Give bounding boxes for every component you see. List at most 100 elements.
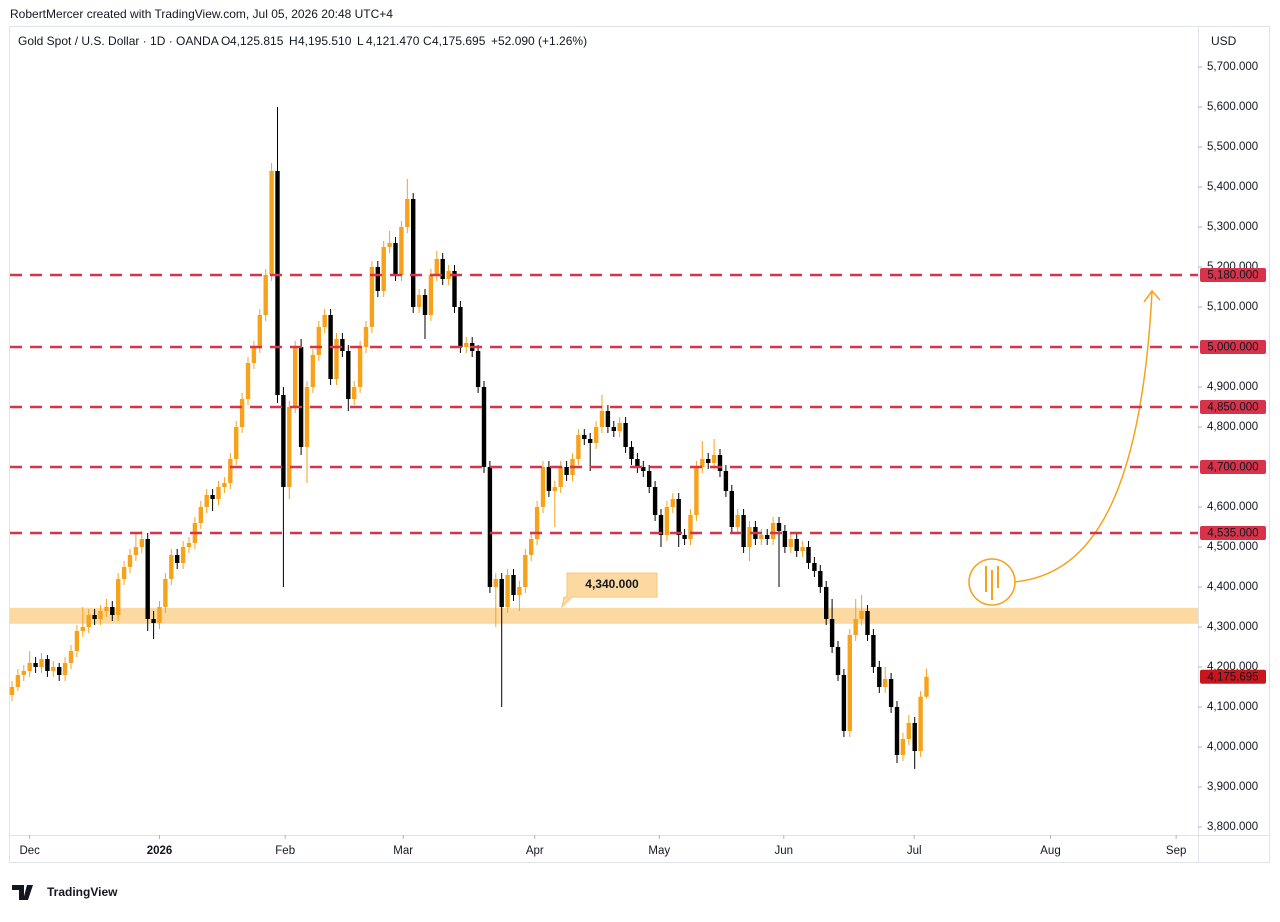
candle-body xyxy=(86,615,91,627)
arrow-head xyxy=(1143,289,1161,303)
plot xyxy=(9,107,1198,769)
candle-body xyxy=(293,347,298,407)
candle-body xyxy=(428,275,434,315)
candle-body xyxy=(104,607,109,611)
candle-body xyxy=(446,271,451,279)
candle-body xyxy=(416,295,422,307)
candle-body xyxy=(782,531,788,547)
candle-body xyxy=(582,435,587,439)
candle-body xyxy=(357,347,363,387)
candle-body xyxy=(647,471,652,487)
candle-body xyxy=(682,535,687,539)
candle-body xyxy=(906,723,911,739)
symbol-title: Gold Spot / U.S. Dollar · 1D · OANDA xyxy=(18,34,219,48)
candle-body xyxy=(912,723,917,751)
candle-body xyxy=(499,579,504,607)
header: RobertMercer created with TradingView.co… xyxy=(10,7,393,21)
candle-body xyxy=(788,539,793,547)
candle-body xyxy=(375,267,380,291)
candle-body xyxy=(169,555,174,579)
legend-key: H xyxy=(289,34,298,48)
candle-body xyxy=(245,363,251,399)
x-tick-label: Dec xyxy=(19,845,40,857)
y-tick-label: 4,900.000 xyxy=(1207,381,1258,393)
candle-body xyxy=(21,671,26,675)
x-tick-label: Apr xyxy=(526,845,544,857)
candle-body xyxy=(824,587,829,619)
candle-body xyxy=(452,271,457,307)
candle-body xyxy=(163,579,168,607)
candle-body xyxy=(346,351,351,399)
candle-body xyxy=(741,515,746,547)
candle-body xyxy=(605,411,611,427)
candle-body xyxy=(505,575,510,607)
candle-body xyxy=(877,667,882,687)
currency: USD xyxy=(1211,34,1237,48)
candle-body xyxy=(440,259,445,279)
candle-body xyxy=(180,547,186,563)
candle-body xyxy=(818,571,823,587)
frame xyxy=(9,26,1270,863)
candle-body xyxy=(841,675,847,731)
y-tick-label: 5,100.000 xyxy=(1207,301,1258,313)
candle-body xyxy=(658,515,664,535)
candle-body xyxy=(847,635,852,731)
last-price-label: 4,175.695 xyxy=(1207,671,1258,683)
candle-body xyxy=(770,523,776,539)
x-tick-label: Mar xyxy=(393,845,413,857)
candle-body xyxy=(759,535,764,539)
projection-arrow xyxy=(1014,291,1153,583)
candle-body xyxy=(411,199,416,307)
candle-body xyxy=(110,607,115,615)
candle-body xyxy=(287,407,292,487)
candle-body xyxy=(871,635,876,667)
zone-label: 4,340.000 xyxy=(585,577,639,591)
candle-body xyxy=(186,543,192,547)
legend-value: 4,195.510 xyxy=(298,34,352,48)
level-label: 5,000.000 xyxy=(1207,342,1258,354)
candle-body xyxy=(894,707,900,755)
candle-body xyxy=(98,611,103,619)
x-tick-label: Jun xyxy=(775,845,794,857)
candle-body xyxy=(316,327,321,355)
y-tick-label: 3,800.000 xyxy=(1207,821,1258,833)
candle-body xyxy=(340,339,345,351)
candle-body xyxy=(700,459,705,467)
x-tick-label: Sep xyxy=(1166,845,1186,857)
candle-body xyxy=(127,555,133,567)
candle-body xyxy=(405,199,410,227)
candle-body xyxy=(352,387,357,399)
candle-body xyxy=(334,339,339,379)
candle-body xyxy=(747,527,752,547)
candle-body xyxy=(381,247,386,291)
candle-body xyxy=(304,387,310,447)
pattern-icon-bars xyxy=(985,566,999,600)
candle-body xyxy=(900,739,906,755)
level-label-box xyxy=(1200,400,1266,414)
candle-body xyxy=(269,171,274,275)
x-tick-label: May xyxy=(648,845,670,857)
y-tick-label: 5,700.000 xyxy=(1207,61,1258,73)
legend-key: L xyxy=(357,34,364,48)
candle-body xyxy=(234,427,239,459)
candle-body xyxy=(888,679,894,707)
level-label-box xyxy=(1200,460,1266,474)
candle-body xyxy=(263,275,268,315)
legend-key: O xyxy=(221,34,230,48)
candle-body xyxy=(593,427,599,443)
candle-body xyxy=(588,439,593,443)
candle-body xyxy=(623,423,628,447)
candle-body xyxy=(15,675,21,687)
candle-body xyxy=(717,455,723,471)
candle-body xyxy=(45,659,50,671)
candle-body xyxy=(546,467,552,491)
candle-body xyxy=(883,679,888,687)
candle-body xyxy=(68,651,74,663)
candle-body xyxy=(859,611,864,619)
candle-body xyxy=(27,663,32,671)
candle-body xyxy=(74,631,80,651)
level-label: 4,850.000 xyxy=(1207,402,1258,414)
candle-body xyxy=(611,427,616,431)
candle-body xyxy=(228,459,233,483)
